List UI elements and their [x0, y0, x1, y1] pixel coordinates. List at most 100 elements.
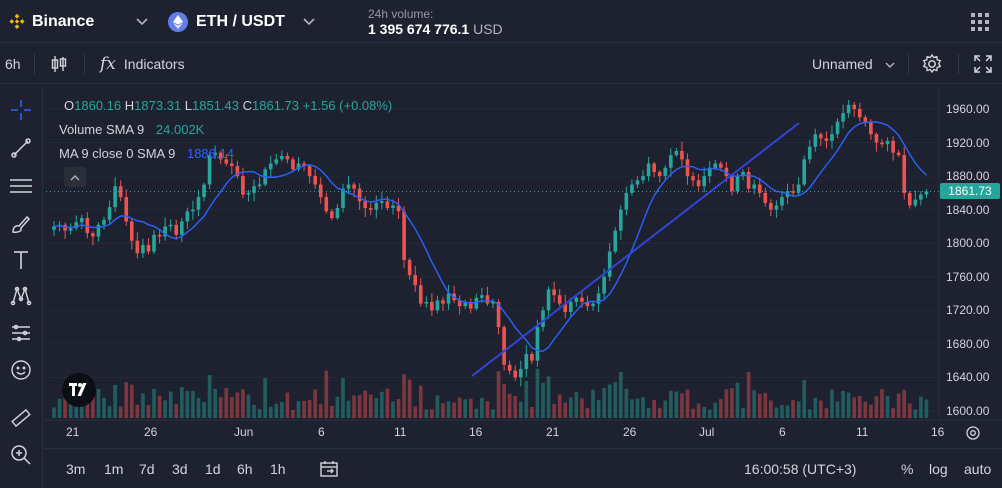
volume-bar [468, 398, 473, 418]
candle-body [207, 155, 212, 185]
candle-body [457, 300, 462, 307]
candle-body [157, 234, 162, 237]
candle-body [202, 184, 206, 198]
price-tick-label: 1960.00 [946, 102, 990, 116]
candle-style-icon[interactable] [50, 44, 68, 84]
candle-body [857, 109, 862, 118]
candle-body [691, 176, 695, 181]
range-button-6h[interactable]: 6h [237, 461, 253, 477]
volume-bar [368, 394, 373, 418]
ma-legend[interactable]: MA 9 close 0 SMA 9 1886.14 [59, 146, 234, 161]
volume-legend[interactable]: Volume SMA 9 24.002K [59, 122, 204, 137]
tradingview-logo-icon[interactable] [62, 373, 96, 407]
zoom-in-icon[interactable] [6, 440, 36, 470]
trend-line-drawing [471, 122, 800, 377]
chevron-down-icon[interactable] [303, 15, 315, 29]
ruler-icon[interactable] [6, 403, 36, 433]
crosshair-icon[interactable] [6, 95, 36, 125]
volume-bar [502, 383, 506, 418]
date-range-icon[interactable] [319, 449, 339, 488]
horizontal-lines-icon[interactable] [6, 171, 36, 201]
volume-bar [235, 392, 240, 418]
time-tick-label: 16 [931, 425, 945, 439]
volume-bar [724, 389, 729, 418]
volume-bar [252, 404, 256, 418]
range-button-1d[interactable]: 1d [205, 461, 221, 477]
exchange-selector[interactable]: Binance [8, 0, 148, 43]
volume-bar [680, 393, 684, 418]
candle-body [430, 301, 434, 311]
price-tick-label: 1840.00 [946, 202, 990, 217]
range-button-1m[interactable]: 1m [104, 461, 124, 477]
candle-body [357, 188, 362, 202]
candle-body [613, 230, 618, 252]
volume-bar [124, 382, 129, 418]
range-button-7d[interactable]: 7d [139, 461, 155, 477]
collapse-legend-button[interactable] [64, 167, 86, 187]
layout-selector[interactable]: Unnamed [812, 44, 895, 84]
volume-bar [435, 395, 440, 418]
candle-body [191, 209, 195, 212]
candle-body [885, 140, 890, 145]
volume-bar [135, 404, 140, 418]
volume-bar [141, 393, 145, 418]
candle-body [902, 155, 907, 193]
log-toggle[interactable]: log [929, 449, 948, 488]
candle-body [619, 209, 623, 231]
volume-bar [630, 399, 634, 418]
pair-selector[interactable]: ETH / USDT [168, 0, 315, 43]
candle-body [507, 364, 512, 371]
candle-body [441, 300, 445, 304]
emoji-icon[interactable] [6, 355, 36, 385]
candle-body [485, 295, 490, 304]
volume-bar [68, 392, 73, 418]
candle-body [352, 184, 356, 189]
candle-body [702, 176, 706, 187]
interval-button[interactable]: 6h [5, 44, 21, 84]
pattern-tool-icon[interactable] [6, 281, 36, 311]
candlestick-chart[interactable] [44, 85, 1002, 448]
range-button-3m[interactable]: 3m [66, 461, 86, 477]
volume-bar [246, 394, 251, 418]
ma-line [53, 121, 927, 353]
brush-icon[interactable] [6, 209, 36, 239]
volume-bar [702, 406, 706, 418]
auto-toggle[interactable]: auto [964, 449, 991, 488]
chevron-down-icon[interactable] [136, 15, 148, 29]
volume-bar [352, 395, 356, 418]
volume-bar [846, 392, 851, 418]
clock-timezone[interactable]: 16:00:58 (UTC+3) [744, 449, 856, 488]
ma-indicator-label: MA 9 close 0 SMA 9 [59, 146, 176, 161]
apps-grid-icon[interactable] [970, 0, 990, 43]
axis-settings-icon[interactable] [965, 425, 981, 446]
settings-gear-icon[interactable] [921, 44, 943, 84]
chevron-down-icon [885, 56, 895, 72]
time-tick-label: 26 [144, 425, 158, 439]
range-button-1h[interactable]: 1h [270, 461, 286, 477]
volume-bar [291, 409, 295, 418]
divider [908, 54, 909, 74]
trend-line-icon[interactable] [6, 133, 36, 163]
percent-toggle[interactable]: % [901, 449, 913, 488]
volume-bar [807, 409, 812, 418]
volume-bar [230, 397, 234, 418]
candle-body [568, 301, 573, 313]
candle-body [368, 207, 373, 210]
candle-body [707, 167, 712, 177]
top-header: Binance ETH / USDT 24h volume: 1 395 674… [0, 0, 1002, 43]
candle-body [185, 211, 190, 222]
open-label: O [64, 98, 75, 113]
fullscreen-icon[interactable] [974, 44, 992, 84]
volume-bar [79, 406, 84, 418]
volume-bar [830, 389, 834, 418]
indicators-button[interactable]: fx Indicators [100, 44, 185, 84]
candle-body [780, 197, 784, 206]
volume-bar [507, 393, 512, 418]
volume-bar [302, 400, 306, 418]
candle-body [602, 276, 606, 294]
text-tool-icon[interactable] [6, 245, 36, 275]
measure-tool-icon[interactable] [6, 318, 36, 348]
range-button-3d[interactable]: 3d [172, 461, 188, 477]
price-chart[interactable]: 1960.00 1920.00 1880.00 1840.00 1800.00 1760.… [44, 85, 1002, 448]
volume-indicator-label: Volume SMA 9 [59, 122, 145, 137]
